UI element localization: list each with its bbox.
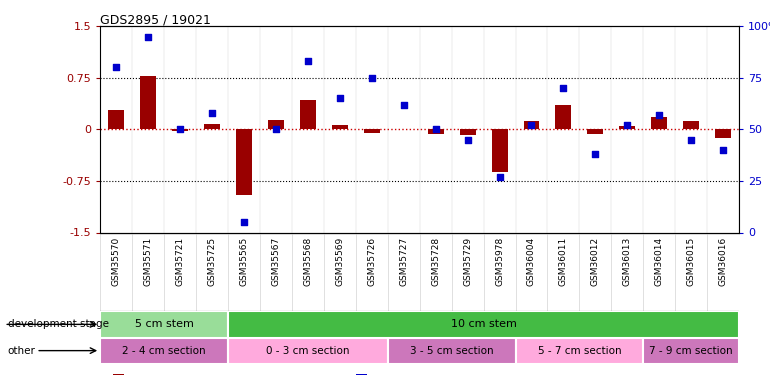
Point <box>621 122 634 128</box>
Point <box>653 112 665 118</box>
Text: GSM36016: GSM36016 <box>718 237 728 286</box>
Point <box>717 147 729 153</box>
Point <box>494 174 506 180</box>
Text: 5 cm stem: 5 cm stem <box>135 320 193 329</box>
Bar <box>113 374 125 375</box>
Text: GSM35570: GSM35570 <box>112 237 121 286</box>
Bar <box>524 121 540 129</box>
Bar <box>363 129 380 133</box>
Point <box>525 122 537 128</box>
Text: GSM35728: GSM35728 <box>431 237 440 286</box>
Point <box>174 126 186 132</box>
Text: GSM35725: GSM35725 <box>207 237 216 286</box>
Text: development stage: development stage <box>8 320 109 329</box>
Bar <box>619 126 635 129</box>
Point <box>110 64 122 70</box>
Text: GSM35569: GSM35569 <box>335 237 344 286</box>
Point <box>270 126 282 132</box>
Bar <box>204 124 220 129</box>
Bar <box>228 311 739 338</box>
Bar <box>651 117 668 129</box>
Text: GSM35978: GSM35978 <box>495 237 504 286</box>
Bar <box>683 121 699 129</box>
Point <box>366 75 378 81</box>
Bar <box>643 338 739 364</box>
Bar <box>491 129 507 172</box>
Bar <box>427 129 444 134</box>
Bar <box>588 129 604 134</box>
Text: GSM35565: GSM35565 <box>239 237 249 286</box>
Bar <box>140 76 156 129</box>
Text: GSM36011: GSM36011 <box>559 237 568 286</box>
Bar <box>300 100 316 129</box>
Point <box>302 58 314 64</box>
Text: GSM36014: GSM36014 <box>654 237 664 286</box>
Text: GSM36004: GSM36004 <box>527 237 536 286</box>
Point <box>397 102 410 108</box>
Text: GSM36012: GSM36012 <box>591 237 600 286</box>
Text: GSM36015: GSM36015 <box>687 237 696 286</box>
Text: GSM35567: GSM35567 <box>271 237 280 286</box>
Point <box>685 137 698 143</box>
Text: GSM35726: GSM35726 <box>367 237 377 286</box>
Text: GSM35721: GSM35721 <box>176 237 185 286</box>
Text: 7 - 9 cm section: 7 - 9 cm section <box>649 346 733 355</box>
Point <box>238 219 250 225</box>
Text: 3 - 5 cm section: 3 - 5 cm section <box>410 346 494 355</box>
Bar <box>388 338 516 364</box>
Bar <box>268 120 284 129</box>
Point <box>142 34 154 40</box>
Bar <box>516 338 644 364</box>
Bar <box>356 374 367 375</box>
Text: other: other <box>8 346 35 355</box>
Bar <box>100 338 228 364</box>
Bar <box>460 129 476 135</box>
Text: GSM36013: GSM36013 <box>623 237 632 286</box>
Text: 2 - 4 cm section: 2 - 4 cm section <box>122 346 206 355</box>
Point <box>589 151 601 157</box>
Point <box>557 85 570 91</box>
Bar <box>228 338 387 364</box>
Text: GDS2895 / 19021: GDS2895 / 19021 <box>100 13 211 26</box>
Point <box>461 137 474 143</box>
Point <box>206 110 218 116</box>
Bar <box>332 124 348 129</box>
Point <box>430 126 442 132</box>
Text: 10 cm stem: 10 cm stem <box>450 320 517 329</box>
Text: 5 - 7 cm section: 5 - 7 cm section <box>537 346 621 355</box>
Bar <box>108 110 124 129</box>
Text: GSM35727: GSM35727 <box>399 237 408 286</box>
Bar <box>715 129 732 138</box>
Bar <box>555 105 571 129</box>
Text: GSM35571: GSM35571 <box>143 237 152 286</box>
Bar <box>236 129 252 195</box>
Text: GSM35729: GSM35729 <box>463 237 472 286</box>
Point <box>333 96 346 102</box>
Text: 0 - 3 cm section: 0 - 3 cm section <box>266 346 350 355</box>
Bar <box>172 129 188 132</box>
Bar <box>100 311 228 338</box>
Text: GSM35568: GSM35568 <box>303 237 313 286</box>
